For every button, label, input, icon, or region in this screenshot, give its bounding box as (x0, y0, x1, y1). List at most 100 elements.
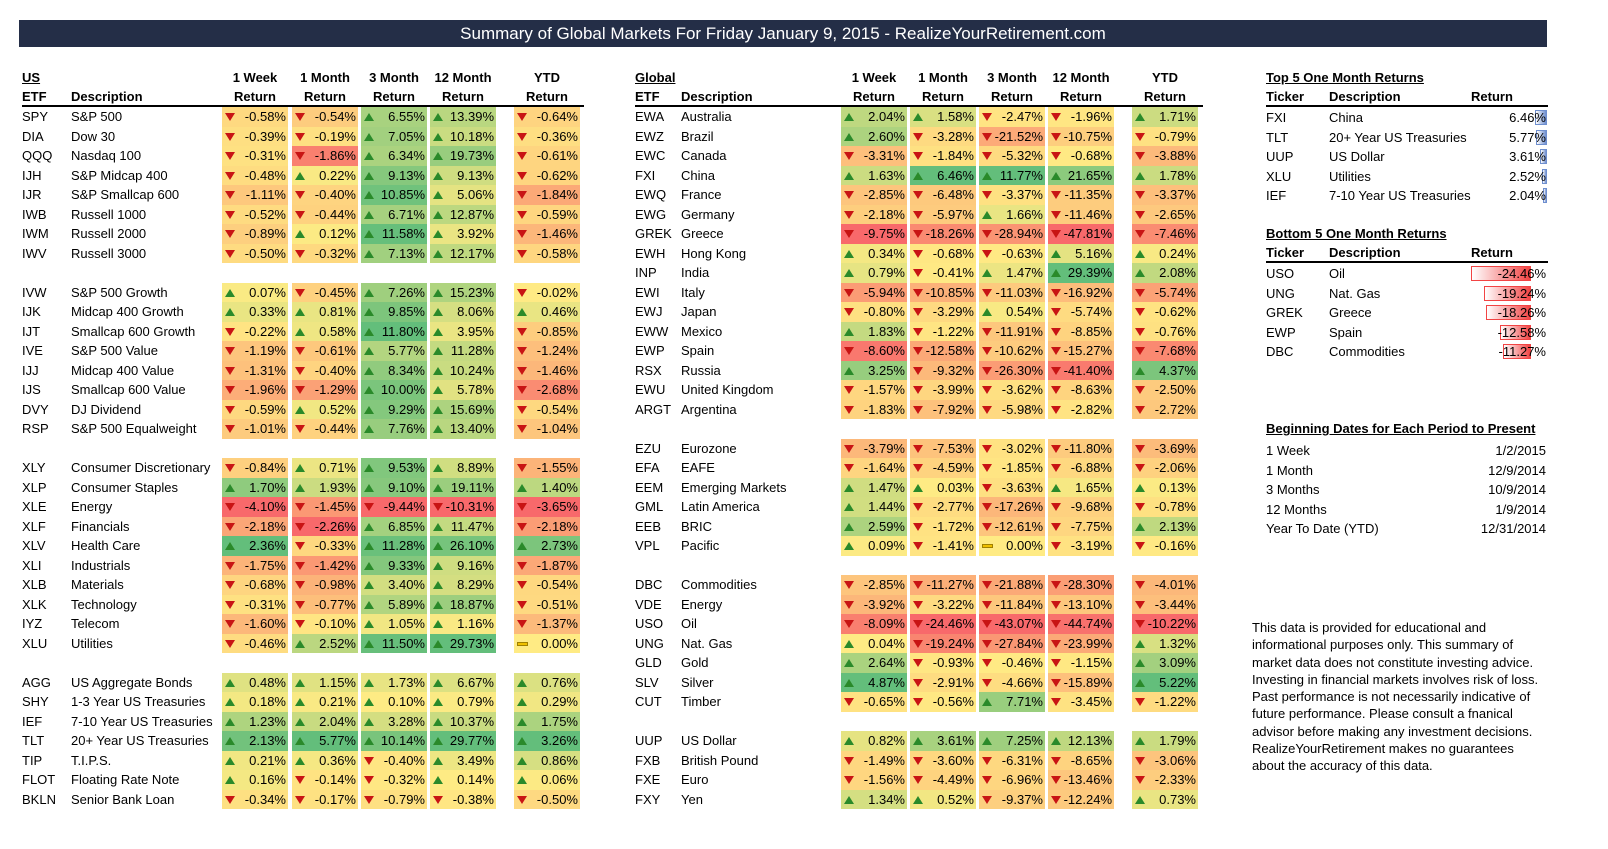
12-month-return-cell: 19.73% (430, 146, 496, 166)
return-value: 10.18% (449, 128, 494, 144)
table-row: INP India 0.79% -0.41% 1.47% 29.39% 2.08% (0, 263, 1198, 283)
1-month-return-cell: -1.86% (292, 146, 358, 166)
etf-description: France (681, 187, 722, 202)
etf-ticker: XLP (22, 479, 47, 495)
return-value: 1.78% (1159, 167, 1196, 183)
down-arrow-icon (913, 191, 923, 199)
etf-ticker: IWV (22, 245, 47, 261)
return-value: 0.10% (388, 694, 425, 709)
down-arrow-icon (295, 776, 305, 784)
3-month-return-cell: 11.77% (979, 165, 1045, 185)
down-arrow-icon (433, 503, 443, 511)
down-arrow-icon (1051, 795, 1061, 804)
down-arrow-icon (982, 444, 992, 453)
return-value: -12.61% (994, 518, 1043, 534)
1-month-return-cell: 0.52% (910, 789, 976, 809)
down-arrow-icon (225, 581, 235, 589)
etf-ticker: IYZ (22, 616, 43, 631)
return-value: -0.54% (536, 401, 578, 417)
return-value: -3.02% (1001, 440, 1043, 456)
down-arrow-icon (844, 620, 854, 628)
etf-ticker: CUT (635, 694, 662, 709)
down-arrow-icon (982, 503, 992, 511)
return-data-bar (1535, 110, 1547, 125)
etf-description: Yen (681, 791, 703, 807)
return-value: -3.22% (932, 596, 974, 612)
return-value: 12.13% (1067, 733, 1112, 748)
etf-description: Telecom (71, 616, 120, 631)
return-value: 0.12% (319, 226, 356, 241)
etf-ticker: TIP (22, 752, 43, 768)
up-arrow-icon (517, 542, 527, 550)
return-value: 1.75% (541, 713, 578, 729)
return-value: -7.75% (1070, 518, 1112, 534)
1-month-return-cell: -0.68% (910, 243, 976, 263)
1-week-return-cell: 0.09% (841, 536, 907, 556)
return-value: -1.46% (536, 226, 578, 241)
etf-ticker: XLY (22, 460, 46, 475)
down-arrow-icon (295, 386, 305, 394)
12-month-return-cell: 8.06% (430, 302, 496, 322)
1-week-return-cell: -0.46% (222, 633, 288, 653)
etf-description: US Dollar (681, 733, 737, 748)
ytd-return-cell: -2.06% (1132, 458, 1198, 478)
ranking-ticker: EWP (1266, 324, 1296, 340)
etf-ticker: XLE (22, 499, 47, 514)
1-month-return-cell: -11.27% (910, 575, 976, 595)
12-month-return-cell: -10.75% (1048, 126, 1114, 146)
12-month-return-cell: -8.63% (1048, 380, 1114, 400)
1-week-return-subheader: Return (234, 89, 276, 104)
etf-description: Brazil (681, 128, 714, 144)
period-label: 1 Week (1266, 443, 1310, 458)
return-value: 3.49% (457, 752, 494, 768)
down-arrow-icon (1051, 776, 1061, 784)
return-value: 19.11% (450, 479, 494, 495)
return-value: -1.22% (1154, 694, 1196, 709)
down-arrow-icon (1135, 698, 1145, 706)
table-row: IJR S&P Smallcap 600 -1.11% -0.40% 10.85% 5.0… (0, 185, 580, 205)
1-month-return-subheader: Return (922, 89, 964, 104)
top5-return-header: Return (1471, 89, 1513, 104)
return-value: -2.65% (1154, 206, 1196, 222)
table-row: EWH Hong Kong 0.34% -0.68% -0.63% 5.16% 0.24% (0, 243, 1198, 263)
12-month-return-cell: -3.45% (1048, 692, 1114, 712)
down-arrow-icon (982, 366, 992, 375)
down-arrow-icon (844, 698, 854, 706)
ytd-return-cell: -2.68% (514, 380, 580, 400)
1-week-return-cell: 2.59% (841, 516, 907, 536)
12-month-return-cell: 13.40% (430, 419, 496, 439)
return-value: 1.40% (541, 479, 578, 495)
down-arrow-icon (913, 581, 923, 589)
return-value: -2.85% (863, 577, 905, 592)
down-arrow-icon (1135, 444, 1145, 453)
return-value: -47.81% (1063, 226, 1112, 241)
table-row: IJS Smallcap 600 Value -1.96% -1.29% 10.00% 5… (0, 380, 580, 400)
table-row: IWB Russell 1000 -0.52% -0.44% 6.71% 12.87% -0… (0, 204, 580, 224)
1-month-return-cell: -1.41% (910, 536, 976, 556)
return-value: -0.14% (314, 772, 356, 787)
3-month-return-cell: 7.76% (361, 419, 427, 439)
etf-ticker: EWC (635, 148, 666, 163)
1-month-return-cell: -0.17% (292, 789, 358, 809)
1-month-return-cell: -3.60% (910, 750, 976, 770)
12-month-return-cell: -7.75% (1048, 516, 1114, 536)
etf-ticker: SHY (22, 694, 49, 709)
return-value: -17.26% (994, 499, 1043, 514)
return-value: -1.56% (863, 772, 905, 787)
etf-ticker: XLU (22, 635, 48, 651)
ytd-return-cell: -1.04% (514, 419, 580, 439)
ytd-return-cell: -0.62% (1132, 302, 1198, 322)
etf-ticker: IJH (22, 167, 42, 183)
ytd-return-cell: -0.50% (514, 789, 580, 809)
ranking-return: 6.46% (1509, 110, 1546, 125)
etf-description: Japan (681, 304, 717, 319)
table-row: USO Oil -8.09% -24.46% -43.07% -44.74% -10.22% (0, 614, 1198, 634)
table-row: IJH S&P Midcap 400 -0.48% 0.22% 9.13% 9.13% -0… (0, 165, 580, 185)
3-month-return-cell: 0.00% (979, 536, 1045, 556)
return-value: -0.41% (932, 265, 974, 280)
table-row: EWQ France -2.85% -6.48% -3.37% -11.35% -3.37% (0, 185, 1198, 205)
etf-ticker: ARGT (635, 401, 672, 417)
return-value: 3.92% (457, 226, 494, 241)
return-value: -0.77% (314, 596, 356, 612)
ytd-return-cell: 3.26% (514, 731, 580, 751)
